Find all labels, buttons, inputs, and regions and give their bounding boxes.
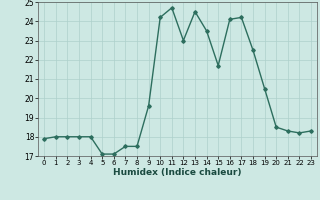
X-axis label: Humidex (Indice chaleur): Humidex (Indice chaleur) xyxy=(113,168,242,177)
